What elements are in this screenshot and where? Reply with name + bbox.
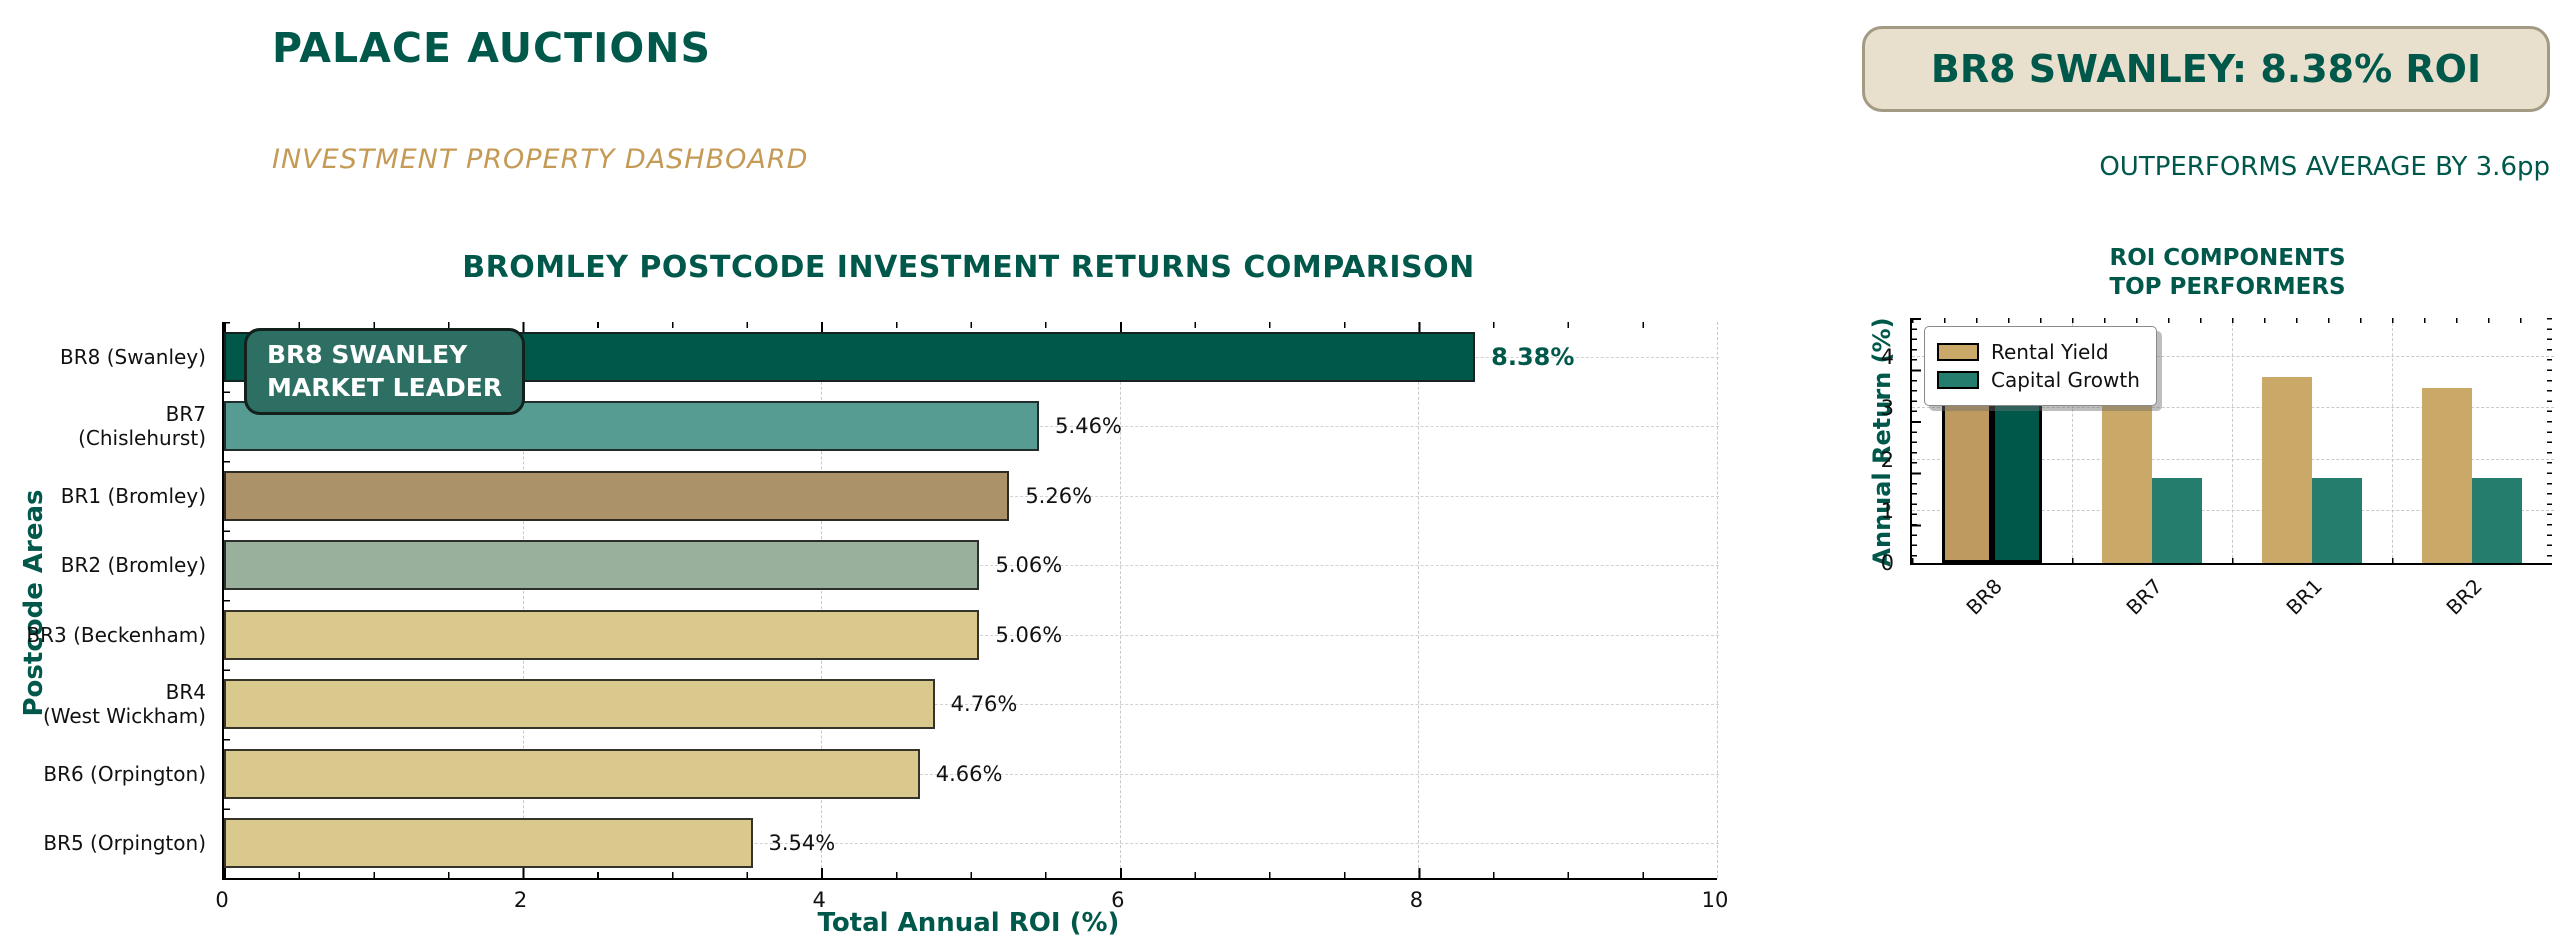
gridline-row [224,843,1719,845]
x-tick-4: 4 [812,888,826,912]
gridline-group [2072,318,2073,563]
axis-ticks-top-major [224,322,1717,332]
axis-ticks-right-minor [2547,318,2552,563]
market-leader-annotation: BR8 SWANLEY MARKET LEADER [244,328,526,415]
legend-swatch [1937,343,1979,361]
gridline-x-4 [821,322,823,878]
y-tick-2: 2 [1880,447,1894,472]
gridline-x-10 [1717,322,1718,878]
x-tick-br2: BR2 [2441,574,2487,620]
legend-swatch [1937,371,1979,389]
components-chart-yticks: 0 1 2 3 4 [1852,318,1902,575]
components-chart-title: ROI COMPONENTS TOP PERFORMERS [2109,245,2346,300]
bar-br5 [224,818,753,869]
axis-ticks-left-major [1912,318,1921,563]
roi-chart-xlabel: Total Annual ROI (%) [817,908,1120,938]
x-tick-br1: BR1 [2281,574,2327,620]
category-label: BR1 (Bromley) [60,483,206,508]
gridline-row [224,773,1719,775]
value-label: 5.26% [1025,483,1093,508]
bar-br7-capital-growth [2152,477,2202,563]
roi-chart-plot: BR8 SWANLEY MARKET LEADER 8.38% 5.46% 5.26… [222,322,1719,880]
x-tick-br7: BR7 [2121,574,2167,620]
category-label: BR5 (Orpington) [43,831,206,856]
x-tick-6: 6 [1111,888,1125,912]
components-chart-xticks: BR8 BR7 BR1 BR2 [1910,568,2550,638]
gridline-x-2 [522,322,524,878]
category-label: BR7 (Chislehurst) [78,402,206,451]
value-label: 4.76% [950,692,1018,717]
x-tick-10: 10 [1701,888,1729,912]
gridline-x-6 [1119,322,1121,878]
category-label: BR3 (Beckenham) [26,622,206,647]
bar-br2 [224,540,980,591]
components-chart-plot: Rental Yield Capital Growth [1910,318,2554,565]
gridline-y-2 [1912,458,2554,460]
gridline-y-1 [1912,510,2554,512]
roi-chart-title: BROMLEY POSTCODE INVESTMENT RETURNS COMP… [462,250,1475,285]
components-chart-legend: Rental Yield Capital Growth [1924,326,2157,406]
bar-br1-capital-growth [2312,477,2362,563]
app-title: PALACE AUCTIONS [272,24,712,72]
y-tick-3: 3 [1880,396,1894,421]
roi-chart-xticks: 0 2 4 6 8 10 [215,888,1728,914]
axis-ticks-bottom-minor [1912,558,2552,563]
axis-ticks-left-minor [224,322,230,878]
x-tick-2: 2 [513,888,528,912]
x-tick-0: 0 [215,888,229,912]
y-tick-1: 1 [1880,499,1894,524]
app-subtitle: INVESTMENT PROPERTY DASHBOARD [272,144,809,175]
gridline-y-3 [1912,407,2554,409]
bar-br7 [224,401,1040,452]
bar-br1 [224,470,1010,521]
gridline-x-8 [1418,322,1420,878]
gridline-y-4 [1912,355,2554,357]
x-tick-br8: BR8 [1961,574,2007,620]
bar-br6 [224,748,920,799]
legend-label: Rental Yield [1991,340,2109,364]
axis-ticks-bottom-major [224,868,1717,878]
bar-br1-rental-yield [2262,377,2312,563]
value-label: 5.06% [995,553,1063,578]
bar-br2-rental-yield [2422,387,2472,563]
value-label: 5.06% [995,622,1063,647]
legend-item: Rental Yield [1937,340,2140,364]
y-tick-0: 0 [1880,551,1894,575]
roi-chart-categories: BR8 (Swanley) BR7 (Chislehurst) BR1 (Broml… [0,322,206,878]
y-tick-4: 4 [1880,344,1894,369]
bar-br2-capital-growth [2472,477,2522,563]
gridline-row [224,704,1719,706]
category-label: BR2 (Bromley) [60,553,206,578]
category-label: BR6 (Orpington) [43,761,206,786]
value-label: 3.54% [768,831,836,856]
legend-item: Capital Growth [1937,368,2140,392]
category-label: BR4 (West Wickham) [42,680,206,729]
category-label: BR8 (Swanley) [60,344,206,369]
axis-ticks-top-minor [1912,318,2552,323]
legend-label: Capital Growth [1991,368,2140,392]
value-label: 4.66% [935,761,1003,786]
gridline-group [2392,318,2393,563]
x-tick-8: 8 [1409,888,1424,912]
bar-br4 [224,679,935,730]
gridline-group [2232,318,2233,563]
highlight-badge: BR8 SWANLEY: 8.38% ROI [1862,26,2550,112]
value-label: 5.46% [1055,414,1122,439]
value-label: 8.38% [1491,342,1575,371]
badge-note: OUTPERFORMS AVERAGE BY 3.6pp [2099,152,2550,182]
bar-br3 [224,609,980,660]
